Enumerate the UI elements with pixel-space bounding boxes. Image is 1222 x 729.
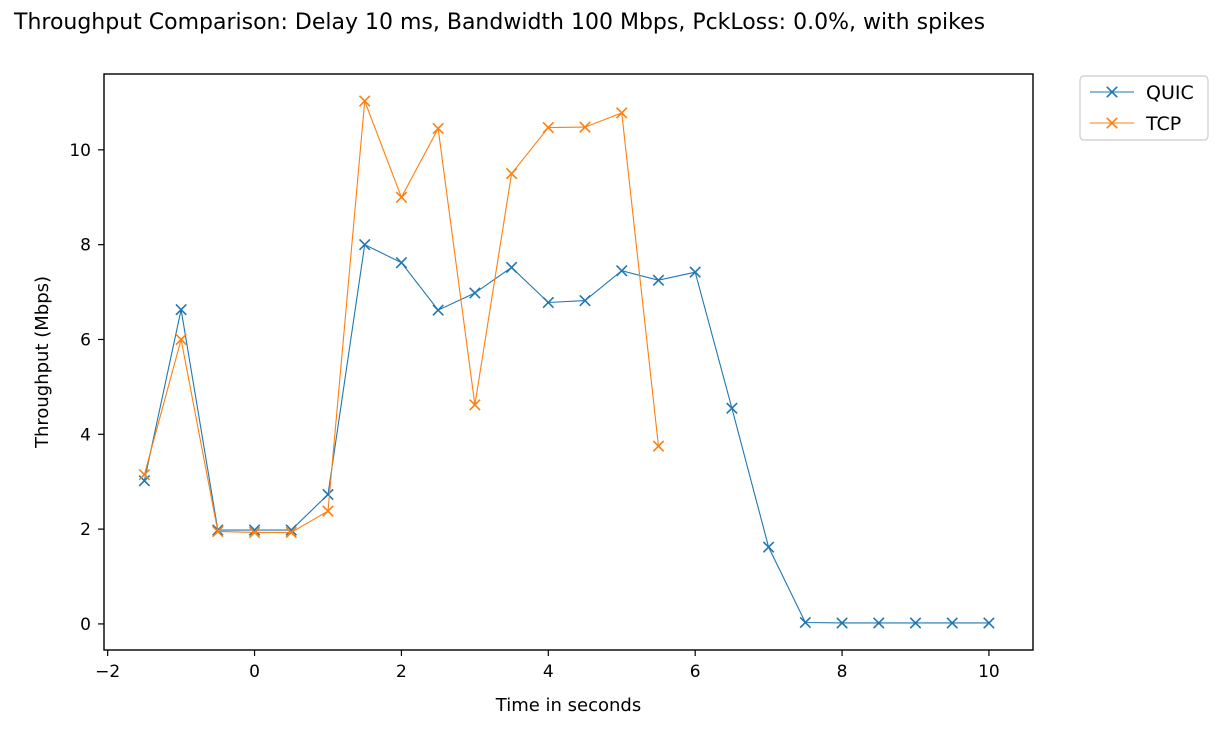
data-point-quic xyxy=(285,524,298,536)
y-tick-label: 0 xyxy=(80,615,91,635)
y-tick-label: 4 xyxy=(80,425,91,445)
y-tick-label: 8 xyxy=(80,236,91,256)
data-point-tcp xyxy=(138,468,151,481)
data-point-quic xyxy=(726,402,738,414)
data-point-quic xyxy=(395,256,408,269)
x-tick-label: 8 xyxy=(837,662,848,682)
data-point-quic xyxy=(909,617,922,629)
data-point-tcp xyxy=(432,122,444,135)
data-point-tcp xyxy=(652,440,665,452)
data-point-tcp xyxy=(579,121,591,133)
y-tick-label: 6 xyxy=(80,330,91,350)
data-point-quic xyxy=(615,264,628,277)
data-point-quic xyxy=(322,488,334,501)
legend-marker-quic xyxy=(1106,86,1118,98)
x-tick-label: 0 xyxy=(249,662,260,682)
series-line-tcp xyxy=(143,100,660,533)
data-point-tcp xyxy=(285,526,298,539)
data-point-quic xyxy=(836,617,848,629)
data-point-quic xyxy=(983,617,995,629)
y-axis-label: Throughput (Mbps) xyxy=(32,276,53,449)
y-tick-label: 10 xyxy=(69,141,91,161)
data-point-tcp xyxy=(212,525,224,538)
data-point-quic xyxy=(175,303,187,316)
axes-layer: −2 0 2 4 6 8 10 0 2 4 6 8 10 Time in seconds Throughpu… xyxy=(32,73,1034,716)
data-point-tcp xyxy=(322,505,334,517)
legend: QUIC TCP xyxy=(1079,75,1209,141)
data-point-quic xyxy=(873,617,885,629)
data-point-tcp xyxy=(248,526,261,539)
data-point-quic xyxy=(432,304,444,316)
data-point-quic xyxy=(505,261,518,274)
data-point-quic xyxy=(358,238,371,251)
x-tick-label: 4 xyxy=(543,662,554,682)
data-point-quic xyxy=(652,274,665,286)
legend-label-quic: QUIC xyxy=(1146,82,1194,104)
legend-label-tcp: TCP xyxy=(1145,113,1181,135)
legend-marker-tcp xyxy=(1106,117,1118,129)
x-axis-label: Time in seconds xyxy=(495,695,641,716)
data-point-tcp xyxy=(469,399,481,411)
data-point-quic xyxy=(946,617,958,629)
data-point-tcp xyxy=(395,191,408,204)
data-point-tcp xyxy=(175,333,187,346)
data-point-quic xyxy=(762,541,775,553)
chart-title: Throughput Comparison: Delay 10 ms, Band… xyxy=(14,10,986,35)
x-tick-label: −2 xyxy=(95,662,120,682)
data-point-quic xyxy=(579,294,591,307)
data-point-quic xyxy=(248,524,261,536)
x-tick-label: 10 xyxy=(978,662,1000,682)
data-point-tcp xyxy=(505,167,518,180)
data-point-tcp xyxy=(358,95,371,107)
data-point-quic xyxy=(542,296,555,309)
data-point-tcp xyxy=(615,107,628,119)
plot-layer xyxy=(138,95,995,629)
x-tick-label: 6 xyxy=(690,662,701,682)
axes-frame xyxy=(103,73,1034,651)
x-tick-label: 2 xyxy=(396,662,407,682)
data-point-quic xyxy=(689,266,701,278)
data-point-quic xyxy=(469,287,481,299)
data-point-tcp xyxy=(542,121,555,134)
y-tick-label: 2 xyxy=(80,520,91,540)
data-point-quic xyxy=(799,616,812,629)
series-line-quic xyxy=(143,243,989,624)
